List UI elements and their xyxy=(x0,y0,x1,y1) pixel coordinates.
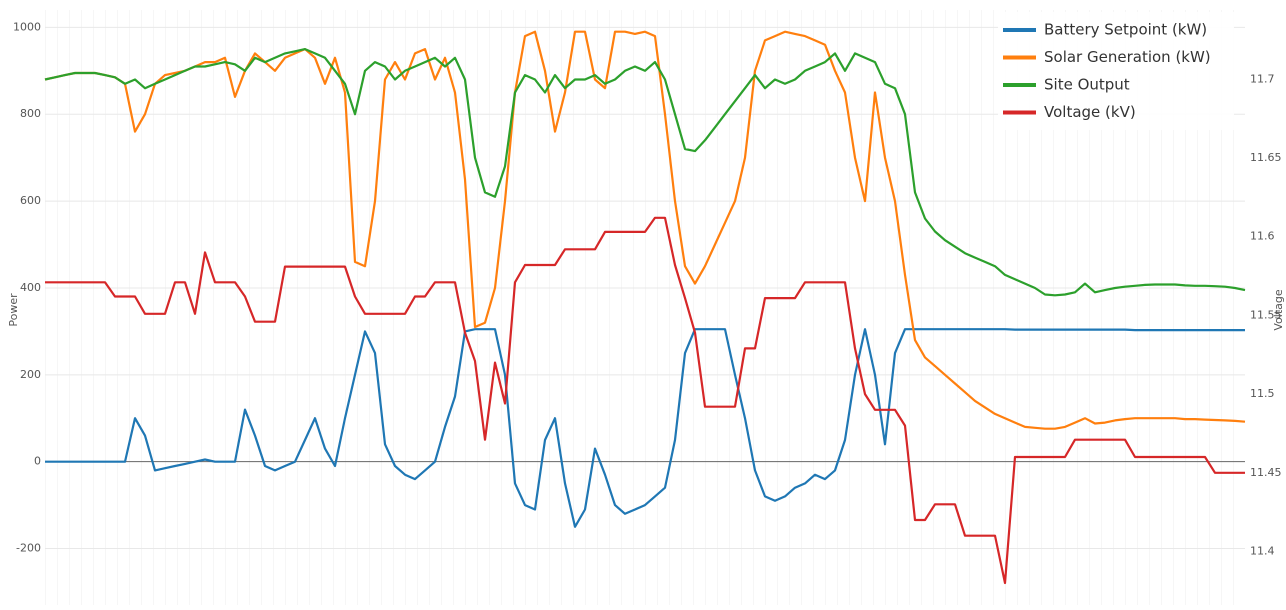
legend-label: Voltage (kV) xyxy=(1044,103,1136,121)
legend-label: Site Output xyxy=(1044,76,1130,94)
y-tick-label: 200 xyxy=(20,368,41,381)
y2-axis-title: Voltage xyxy=(1272,289,1285,330)
y2-tick-label: 11.6 xyxy=(1250,230,1275,243)
series-line xyxy=(45,328,1245,528)
legend-label: Battery Setpoint (kW) xyxy=(1044,21,1207,39)
y-tick-label: 0 xyxy=(34,455,41,468)
legend-box xyxy=(998,12,1234,130)
y-tick-label: 800 xyxy=(20,107,41,120)
legend-label: Solar Generation (kW) xyxy=(1044,48,1211,66)
lines xyxy=(44,30,1246,585)
y2-tick-label: 11.65 xyxy=(1250,151,1282,164)
y-tick-label: 400 xyxy=(20,281,41,294)
y-tick-label: 1000 xyxy=(13,20,41,33)
y2-tick-label: 11.55 xyxy=(1250,308,1282,321)
y-tick-label: 600 xyxy=(20,194,41,207)
y2-tick-label: 11.45 xyxy=(1250,466,1282,479)
y-tick-label: -200 xyxy=(16,542,41,555)
y2-tick-label: 11.5 xyxy=(1250,387,1275,400)
y-axis-title: Power xyxy=(7,293,20,327)
series-line xyxy=(45,216,1245,585)
series-line xyxy=(44,48,1246,297)
y2-tick-label: 11.7 xyxy=(1250,72,1275,85)
y2-tick-label: 11.4 xyxy=(1250,544,1275,557)
legend: Battery Setpoint (kW) Solar Generation (k… xyxy=(1003,21,1211,121)
